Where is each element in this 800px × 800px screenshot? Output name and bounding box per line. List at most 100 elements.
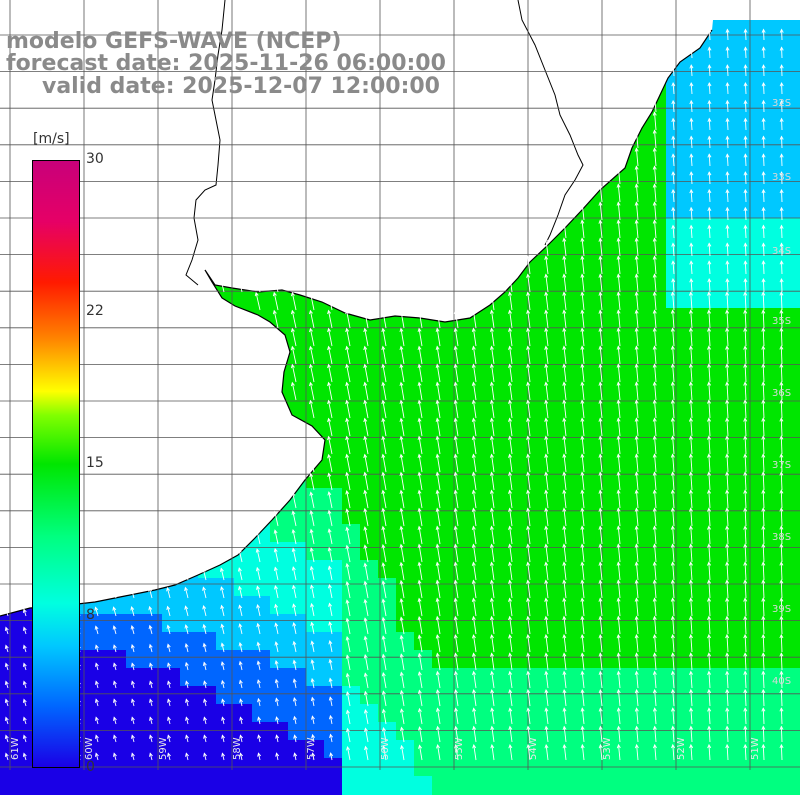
field-cell: [720, 254, 739, 273]
field-cell: [450, 470, 469, 489]
wind-arrow: [725, 309, 730, 329]
field-cell: [306, 542, 325, 561]
field-cell: [126, 650, 145, 669]
wind-arrow: [166, 605, 171, 617]
field-cell: [630, 290, 649, 309]
field-cell: [540, 434, 559, 453]
wind-arrow: [725, 507, 730, 527]
field-cell: [342, 668, 361, 687]
field-cell: [288, 362, 307, 381]
wind-arrow: [761, 363, 766, 383]
field-cell: [792, 236, 800, 255]
field-cell: [630, 740, 649, 759]
field-cell: [720, 200, 739, 219]
wind-arrow: [580, 201, 585, 221]
wind-arrow: [471, 309, 477, 329]
wind-arrow: [580, 219, 585, 239]
wind-arrow: [652, 453, 657, 473]
field-cell: [738, 308, 757, 327]
wind-arrow: [508, 489, 513, 509]
field-cell: [522, 632, 541, 651]
field-cell: [684, 452, 703, 471]
field-cell: [270, 704, 289, 723]
field-cell: [558, 560, 577, 579]
wind-arrow: [562, 309, 567, 329]
field-cell: [558, 758, 577, 777]
field-cell: [342, 326, 361, 345]
field-cell: [324, 758, 343, 777]
field-cell: [108, 614, 127, 633]
field-cell: [774, 488, 793, 507]
field-cell: [774, 542, 793, 561]
wind-arrow: [652, 435, 657, 455]
wind-arrow: [761, 81, 766, 95]
field-cell: [738, 362, 757, 381]
wind-arrow: [779, 99, 784, 113]
wind-arrow: [417, 381, 423, 401]
field-cell: [594, 506, 613, 525]
wind-arrow: [471, 453, 477, 473]
field-cell: [522, 560, 541, 579]
field-cell: [720, 362, 739, 381]
field-cell: [342, 470, 361, 489]
field-cell: [144, 704, 163, 723]
wind-arrow: [779, 153, 784, 167]
wind-arrow: [345, 526, 351, 545]
field-cell: [594, 434, 613, 453]
wind-arrow: [743, 153, 748, 167]
wind-arrow: [112, 587, 117, 599]
field-cell: [630, 704, 649, 723]
field-cell: [702, 614, 721, 633]
field-cell: [126, 740, 145, 759]
field-cell: [342, 488, 361, 507]
field-cell: [324, 524, 343, 543]
field-cell: [774, 740, 793, 759]
field-cell: [666, 452, 685, 471]
wind-arrow: [671, 242, 676, 257]
wind-arrow: [526, 399, 531, 419]
wind-arrow: [399, 489, 405, 509]
wind-arrow: [526, 255, 531, 275]
field-cell: [396, 344, 415, 363]
wind-arrow: [779, 171, 784, 185]
field-cell: [684, 506, 703, 525]
field-cell: [648, 686, 667, 705]
wind-arrow: [508, 273, 513, 293]
field-cell: [432, 452, 451, 471]
field-cell: [486, 776, 505, 795]
field-cell: [774, 272, 793, 291]
field-cell: [684, 272, 703, 291]
field-cell: [432, 722, 451, 741]
wind-arrow: [453, 543, 459, 563]
field-cell: [594, 236, 613, 255]
wind-arrow: [417, 363, 423, 383]
field-cell: [648, 290, 667, 309]
field-cell: [486, 452, 505, 471]
field-cell: [738, 110, 757, 129]
wind-arrow: [616, 309, 621, 329]
wind-arrow: [598, 291, 603, 311]
wind-arrow: [634, 183, 639, 203]
field-cell: [378, 398, 397, 417]
wind-arrow: [761, 260, 766, 275]
field-cell: [630, 524, 649, 543]
wind-arrow: [291, 491, 297, 509]
field-cell: [792, 362, 800, 381]
lat-label-32S: 32S: [772, 98, 792, 109]
wind-arrow: [779, 561, 784, 581]
field-cell: [558, 650, 577, 669]
field-cell: [108, 686, 127, 705]
field-cell: [756, 776, 775, 795]
field-cell: [306, 326, 325, 345]
wind-arrow: [327, 509, 333, 527]
wind-arrow: [453, 561, 459, 581]
field-cell: [702, 92, 721, 111]
field-cell: [180, 740, 199, 759]
field-cell: [486, 722, 505, 741]
field-cell: [738, 524, 757, 543]
field-cell: [360, 452, 379, 471]
field-cell: [738, 578, 757, 597]
field-cell: [756, 380, 775, 399]
wind-arrow: [707, 188, 712, 203]
field-cell: [450, 542, 469, 561]
